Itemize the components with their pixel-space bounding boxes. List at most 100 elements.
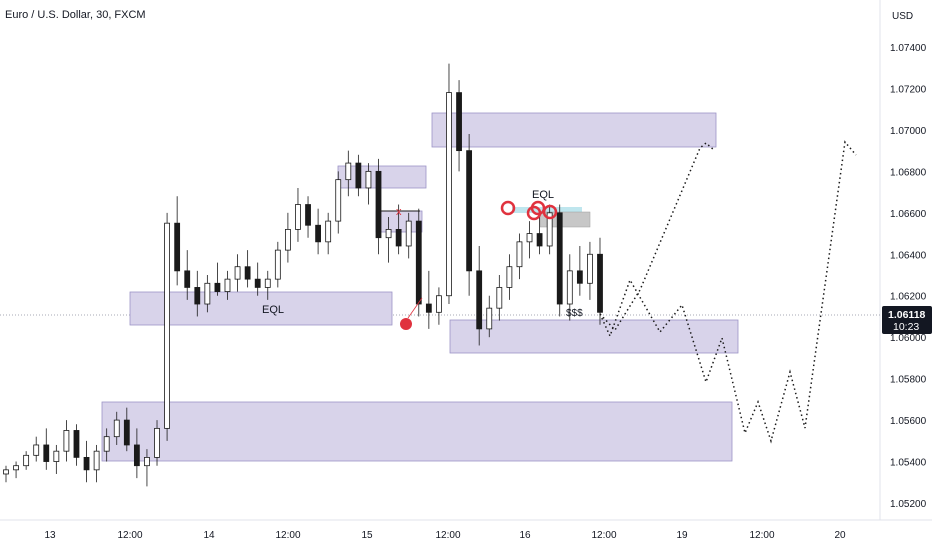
candle-body <box>113 419 120 438</box>
x-tick-label: 13 <box>44 530 56 541</box>
candle-body <box>133 444 140 467</box>
candle-body <box>73 430 80 458</box>
annotation-eql-left: EQL <box>262 304 284 316</box>
candle-body <box>284 228 291 251</box>
x-tick-label: 12:00 <box>435 530 460 541</box>
marker-circles <box>400 200 558 330</box>
y-tick-label: 1.05200 <box>890 499 927 510</box>
candle-body <box>355 162 362 189</box>
candle-body <box>516 241 523 268</box>
candle-body <box>295 204 301 230</box>
y-tick-label: 1.07000 <box>890 126 927 137</box>
zone-eql-band <box>512 207 582 213</box>
price-tag-value: 1.06118 <box>888 309 926 321</box>
candle-body <box>345 162 352 181</box>
x-tick-label: 16 <box>519 530 531 541</box>
candle-body <box>506 266 513 288</box>
candle-body <box>496 287 503 309</box>
candle-body <box>446 92 452 297</box>
price-tag-bg <box>882 306 932 334</box>
candle-body <box>83 456 90 471</box>
candle-body <box>184 270 191 288</box>
chart-title: Euro / U.S. Dollar, 30, FXCM <box>5 9 146 21</box>
candles-group <box>3 63 603 487</box>
candle-body <box>93 450 100 471</box>
candle-body <box>164 222 170 429</box>
candle-body <box>194 287 201 305</box>
candle-body <box>456 92 462 152</box>
annotation-eql-right: EQL <box>532 189 554 201</box>
candle-body <box>305 204 311 226</box>
time-axis-ticks: 13 12:00 14 12:00 15 12:00 16 12:00 19 12:00 20 <box>44 530 846 541</box>
candle-body <box>144 456 150 467</box>
candle-body <box>53 450 60 462</box>
marker-circle-1 <box>500 200 516 216</box>
candle-body <box>405 220 412 247</box>
y-tick-label: 1.05400 <box>890 458 927 469</box>
last-price-tag: 1.06118 10:23 <box>882 306 932 334</box>
candle-body <box>415 220 422 305</box>
candle-body <box>556 212 563 305</box>
candle-body <box>385 228 392 239</box>
x-tick-label: 19 <box>676 530 688 541</box>
y-tick-label: 1.06800 <box>890 167 927 178</box>
marker-dot-red <box>400 318 412 330</box>
supply-demand-zones <box>101 112 739 462</box>
y-tick-label: 1.07200 <box>890 84 927 95</box>
candle-body <box>13 465 19 471</box>
candle-body <box>436 295 442 313</box>
y-tick-label: 1.06600 <box>890 209 927 220</box>
y-tick-label: 1.06000 <box>890 333 927 344</box>
zone-eql-left <box>129 291 393 326</box>
candle-body <box>546 212 553 247</box>
y-tick-label: 1.05800 <box>890 375 927 386</box>
axis-currency-label: USD <box>892 11 913 22</box>
candle-body <box>154 427 160 458</box>
candle-body <box>33 444 40 456</box>
candle-body <box>486 307 493 330</box>
candle-body <box>43 444 50 462</box>
annotation-x-mark: x <box>396 206 402 218</box>
projection-path-1 <box>599 140 857 444</box>
candle-body <box>254 278 261 288</box>
candle-body <box>174 222 181 272</box>
candle-body <box>224 278 231 292</box>
x-tick-label: 15 <box>361 530 373 541</box>
candle-body <box>365 170 372 189</box>
candle-body <box>476 270 483 330</box>
projection-paths <box>599 140 857 444</box>
candle-body <box>526 233 533 243</box>
x-tick-label: 12:00 <box>749 530 774 541</box>
annotation-sss: $$$ <box>566 308 583 319</box>
candle-body <box>234 266 241 280</box>
candle-body <box>536 233 543 247</box>
candle-body <box>23 454 30 467</box>
zone-top-right <box>431 112 717 148</box>
price-axis-ticks: 1.07400 1.07200 1.07000 1.06800 1.06600 1.064… <box>890 43 927 510</box>
y-tick-label: 1.06200 <box>890 292 927 303</box>
price-tag-countdown: 10:23 <box>893 321 919 333</box>
candle-body <box>274 249 281 280</box>
candle-body <box>576 270 583 284</box>
candle-body <box>466 150 473 272</box>
candle-body <box>244 266 251 280</box>
candle-body <box>375 170 382 239</box>
candle-body <box>597 253 603 313</box>
x-tick-label: 12:00 <box>117 530 142 541</box>
x-tick-label: 20 <box>834 530 846 541</box>
x-tick-label: 12:00 <box>591 530 616 541</box>
candle-body <box>325 220 332 243</box>
y-tick-label: 1.07400 <box>890 43 927 54</box>
candle-body <box>103 436 110 452</box>
candle-body <box>395 228 402 247</box>
candle-body <box>214 282 221 292</box>
x-tick-label: 14 <box>203 530 215 541</box>
x-tick-label: 12:00 <box>275 530 300 541</box>
candle-body <box>3 469 9 475</box>
candle-body <box>587 253 593 284</box>
candle-body <box>566 270 573 305</box>
y-tick-label: 1.05600 <box>890 416 927 427</box>
candle-body <box>123 419 130 446</box>
